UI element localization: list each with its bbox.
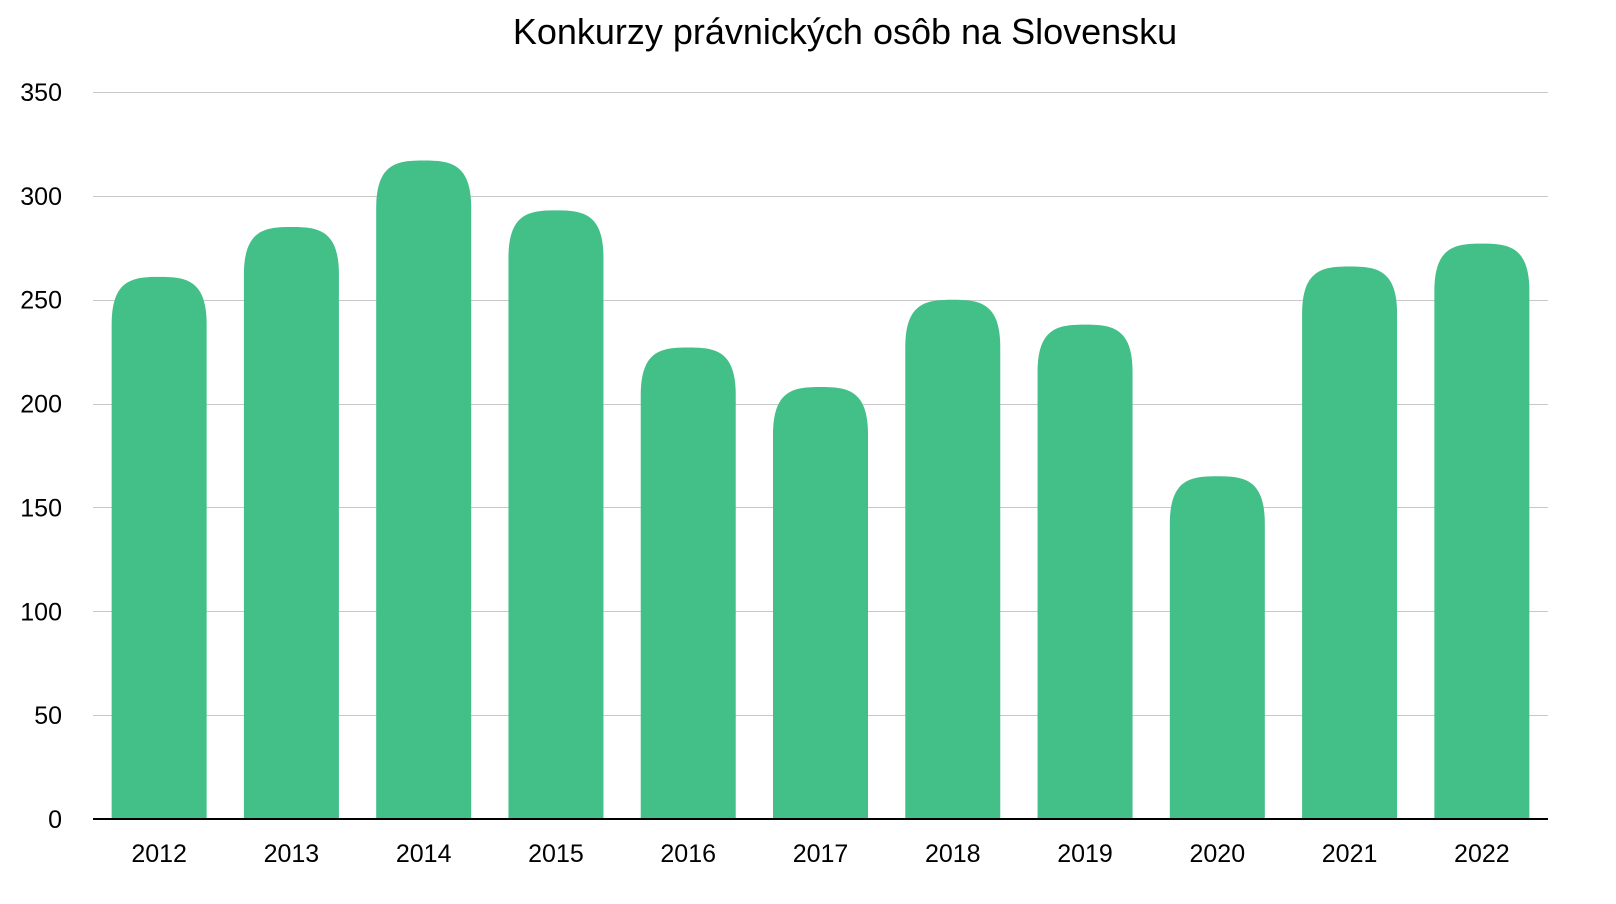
bar-2017 bbox=[773, 386, 868, 819]
x-tick-label-2012: 2012 bbox=[131, 840, 187, 868]
bars bbox=[111, 160, 1530, 820]
bar-2014 bbox=[376, 160, 472, 819]
bar-2016 bbox=[640, 347, 736, 819]
x-tick-label-2020: 2020 bbox=[1190, 840, 1246, 868]
x-tick-label-2016: 2016 bbox=[660, 840, 716, 868]
y-axis-tick-labels: 0 50 100 150 200 250 300 350 bbox=[20, 79, 62, 834]
y-tick-label-0: 0 bbox=[48, 806, 62, 834]
x-tick-label-2013: 2013 bbox=[264, 840, 320, 868]
bar-2020 bbox=[1169, 476, 1265, 819]
y-tick-label-200: 200 bbox=[20, 391, 62, 419]
x-tick-label-2021: 2021 bbox=[1322, 840, 1378, 868]
y-tick-label-350: 350 bbox=[20, 79, 62, 107]
y-tick-label-150: 150 bbox=[20, 494, 62, 522]
x-tick-label-2017: 2017 bbox=[793, 840, 849, 868]
bar-2021 bbox=[1302, 266, 1398, 820]
chart-title: Konkurzy právnických osôb na Slovensku bbox=[513, 11, 1177, 52]
bar-2019 bbox=[1037, 324, 1133, 819]
y-tick-label-50: 50 bbox=[34, 702, 62, 730]
x-tick-label-2015: 2015 bbox=[528, 840, 584, 868]
bar-2012 bbox=[111, 276, 207, 819]
bar-2022 bbox=[1434, 243, 1530, 820]
y-tick-label-300: 300 bbox=[20, 183, 62, 211]
x-tick-label-2022: 2022 bbox=[1454, 840, 1510, 868]
bar-2015 bbox=[508, 210, 604, 819]
x-tick-label-2014: 2014 bbox=[396, 840, 452, 868]
x-axis-tick-labels: 2012 2013 2014 2015 2016 2017 2018 2019 2020 2021… bbox=[131, 840, 1509, 868]
x-tick-label-2018: 2018 bbox=[925, 840, 981, 868]
y-tick-label-100: 100 bbox=[20, 598, 62, 626]
bar-2018 bbox=[905, 299, 1001, 819]
y-tick-label-250: 250 bbox=[20, 287, 62, 315]
bar-2013 bbox=[243, 227, 339, 819]
x-tick-label-2019: 2019 bbox=[1057, 840, 1113, 868]
